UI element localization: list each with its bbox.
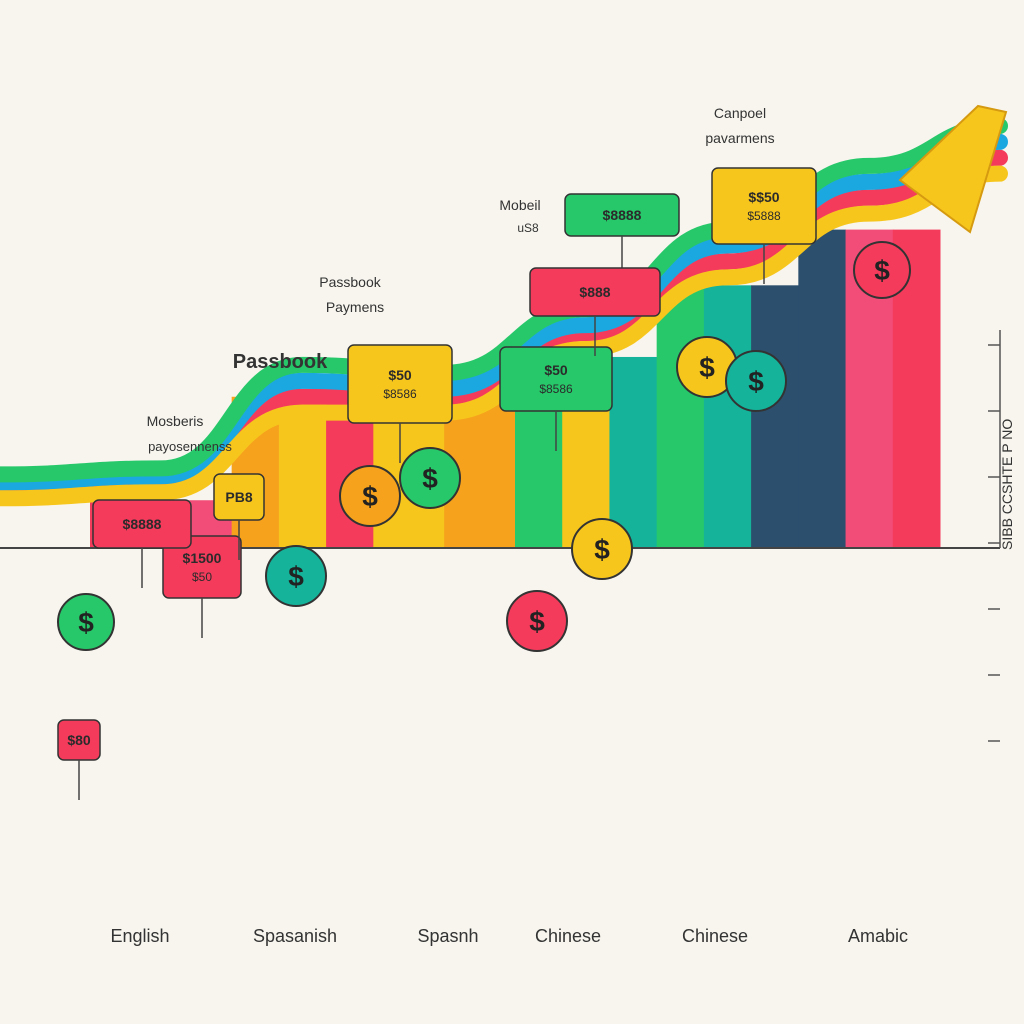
bars-layer bbox=[90, 229, 941, 548]
x-label-0: English bbox=[110, 926, 169, 946]
price-tag-8: $888 bbox=[529, 267, 661, 356]
x-label-5: Amabic bbox=[848, 926, 908, 946]
coin-dollar-icon-7: $ bbox=[853, 241, 911, 299]
trend-arrowhead-icon bbox=[898, 104, 1008, 234]
annotation-8: payosennenss bbox=[148, 439, 232, 454]
price-tag-0-value: $1500 bbox=[183, 550, 222, 566]
price-tag-6: $8888 bbox=[92, 499, 192, 588]
svg-text:$: $ bbox=[288, 561, 304, 592]
price-tag-3-value: $50 bbox=[544, 362, 568, 378]
annotation-0: Canpoel bbox=[714, 105, 766, 121]
coin-dollar-icon-4: $ bbox=[571, 518, 633, 580]
price-tag-6-value: $8888 bbox=[123, 516, 162, 532]
price-tag-4-value: $$50 bbox=[748, 189, 779, 205]
arrow-layer bbox=[898, 104, 1008, 234]
tags-layer: $1500 $50 $80 $50 $8586 $50 $8586 $$50 $5888 PB8 $… bbox=[57, 167, 817, 800]
coin-dollar-icon-1: $ bbox=[339, 465, 401, 527]
coin-dollar-icon-2: $ bbox=[399, 447, 461, 509]
svg-text:$: $ bbox=[874, 255, 890, 286]
annotation-1: pavarmens bbox=[705, 130, 774, 146]
bar-4-stripe-0 bbox=[656, 285, 705, 548]
bar-3-stripe-2 bbox=[609, 356, 658, 548]
callouts-layer: Canpoel pavarmens Mobeil uS8 Passbook Paymens… bbox=[147, 105, 775, 454]
annotation-5: Paymens bbox=[326, 299, 384, 315]
price-tag-1: $80 bbox=[57, 719, 101, 800]
annotation-2: Mobeil bbox=[499, 197, 540, 213]
price-tag-4: $$50 $5888 bbox=[711, 167, 817, 284]
coins-layer: $ $ $ $ $ $ $ $ $ bbox=[57, 241, 911, 652]
annotation-4: Passbook bbox=[319, 274, 381, 290]
price-tag-7: $8888 bbox=[564, 193, 680, 276]
price-tag-2-value: $50 bbox=[388, 367, 412, 383]
annotation-7: Mosberis bbox=[147, 413, 204, 429]
coin-dollar-icon-6: $ bbox=[725, 350, 787, 412]
bar-4-stripe-2 bbox=[751, 285, 799, 548]
coin-dollar-icon-8: $ bbox=[57, 593, 115, 651]
bar-4-stripe-1 bbox=[703, 285, 752, 548]
x-label-4: Chinese bbox=[682, 926, 748, 946]
price-tag-5: PB8 bbox=[213, 473, 265, 560]
y-ticks-layer bbox=[988, 344, 1000, 742]
y-axis-label: SIBB CCSHTE P NO bbox=[999, 419, 1015, 550]
bar-5-stripe-0 bbox=[798, 229, 847, 548]
price-tag-3: $50 $8586 bbox=[499, 346, 613, 451]
x-label-2: Spasnh bbox=[417, 926, 478, 946]
annotation-6: Passbook bbox=[233, 351, 328, 373]
price-tag-4-sub: $5888 bbox=[747, 209, 781, 223]
svg-text:$: $ bbox=[78, 607, 94, 638]
svg-text:$: $ bbox=[699, 352, 715, 383]
coin-dollar-icon-5: $ bbox=[676, 336, 738, 398]
price-tag-0: $1500 $50 bbox=[162, 535, 242, 638]
svg-text:$: $ bbox=[529, 606, 545, 637]
svg-text:$: $ bbox=[594, 534, 610, 565]
price-tag-5-value: PB8 bbox=[225, 489, 252, 505]
svg-text:$: $ bbox=[748, 366, 764, 397]
price-tag-2: $50 $8586 bbox=[347, 344, 453, 463]
coin-dollar-icon-3: $ bbox=[506, 590, 568, 652]
trend-band-green bbox=[0, 117, 1008, 483]
price-tag-2-sub: $8586 bbox=[383, 387, 417, 401]
svg-text:$: $ bbox=[422, 463, 438, 494]
x-label-1: Spasanish bbox=[253, 926, 337, 946]
price-tag-3-sub: $8586 bbox=[539, 382, 573, 396]
price-tag-0-sub: $50 bbox=[192, 570, 212, 584]
price-tag-8-value: $888 bbox=[579, 284, 610, 300]
svg-text:$: $ bbox=[362, 481, 378, 512]
x-labels-layer: English Spasanish Spasnh Chinese Chinese Amab… bbox=[110, 926, 908, 946]
price-tag-7-value: $8888 bbox=[603, 207, 642, 223]
x-label-3: Chinese bbox=[535, 926, 601, 946]
coin-dollar-icon-0: $ bbox=[265, 545, 327, 607]
annotation-3: uS8 bbox=[517, 221, 539, 235]
price-tag-1-value: $80 bbox=[67, 732, 91, 748]
